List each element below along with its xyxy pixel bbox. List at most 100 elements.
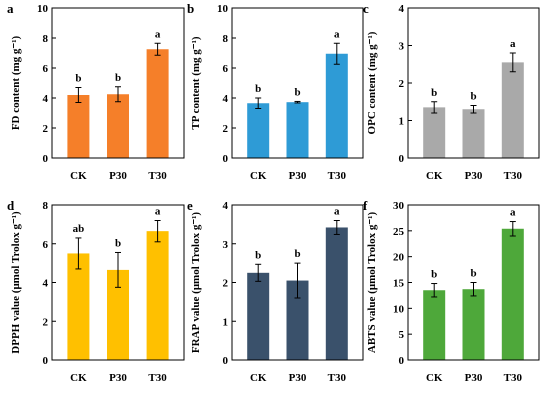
y-tick-label: 0 [223,355,229,367]
y-tick-label: 3 [223,239,229,251]
axis-frame [407,204,540,361]
category-label: P30 [289,170,307,182]
category-label: T30 [148,170,167,182]
y-tick-label: 3 [399,41,405,53]
category-label: CK [70,170,87,182]
significance-label: b [294,248,300,260]
significance-label: a [510,38,516,50]
category-label: P30 [289,372,307,384]
bar-T30 [325,227,348,360]
y-tick-label: 0 [223,153,229,165]
y-tick-label: 20 [393,252,405,264]
y-tick-label: 4 [43,278,49,290]
category-label: P30 [109,372,127,384]
axis-frame [231,204,364,361]
bar-P30 [462,289,485,360]
significance-label: b [115,237,121,249]
y-tick-label: 1 [223,316,229,328]
axis-frame [51,7,185,159]
y-tick-label: 5 [399,329,405,341]
y-tick-label: 0 [43,153,49,165]
y-axis-title: OPC content (mg g⁻¹) [366,31,378,134]
y-tick-label: 6 [223,63,229,75]
category-label: CK [70,372,87,384]
axis-frame [51,204,185,361]
y-tick-label: 0 [43,355,49,367]
significance-label: b [255,83,261,95]
bar-T30 [146,49,169,158]
y-tick-label: 15 [393,278,405,290]
panel-letter: a [7,1,14,16]
y-tick-label: 10 [37,3,49,15]
bar-CK [423,290,446,360]
panel-letter: c [363,1,369,16]
significance-label: ab [73,223,85,235]
bar-P30 [286,280,309,360]
panel-c: c OPC content (mg g⁻¹) 0 1 2 3 4 b CK b P30 a T30 [363,1,540,182]
bar-CK [67,95,90,158]
y-tick-label: 4 [223,200,229,212]
category-label: P30 [465,372,483,384]
category-label: T30 [328,372,347,384]
category-label: CK [426,170,443,182]
axis-frame [231,7,364,159]
panel-b: b TP content (mg g⁻¹) 0 2 4 6 8 10 b CK b P30 a T30 [187,1,364,182]
significance-label: b [115,72,121,84]
panel-letter: f [363,198,368,213]
y-tick-label: 6 [43,63,49,75]
bar-P30 [286,102,309,158]
category-label: T30 [328,170,347,182]
y-tick-label: 25 [393,226,405,238]
bar-P30 [107,94,129,158]
significance-label: b [294,86,300,98]
y-tick-label: 8 [223,33,229,45]
category-label: CK [250,170,267,182]
y-tick-label: 0 [399,153,405,165]
panel-letter: e [187,198,193,213]
y-tick-label: 0 [399,355,405,367]
significance-label: a [155,206,161,218]
y-axis-title: ABTS value (μmol Trolox g⁻¹) [366,212,378,354]
bar-T30 [501,62,524,158]
significance-label: b [431,87,437,99]
category-label: T30 [148,372,167,384]
category-label: T30 [504,372,523,384]
significance-label: a [155,28,161,40]
significance-label: b [431,269,437,281]
category-label: CK [426,372,443,384]
significance-label: b [470,268,476,280]
y-tick-label: 6 [43,239,49,251]
y-tick-label: 2 [43,316,49,328]
panel-letter: b [187,1,194,16]
y-axis-title: DPPH value (μmol Trolox g⁻¹) [10,211,22,354]
panel-letter: d [7,198,15,213]
y-tick-label: 4 [223,93,229,105]
axis-frame [407,7,540,159]
significance-label: b [255,249,261,261]
significance-label: a [334,206,340,218]
y-tick-label: 8 [43,200,49,212]
bar-T30 [146,231,169,360]
bar-CK [423,107,446,158]
significance-label: b [470,91,476,103]
y-tick-label: 2 [43,123,49,135]
y-axis-title: TP content (mg g⁻¹) [190,36,202,129]
y-tick-label: 10 [217,3,229,15]
category-label: CK [250,372,267,384]
y-axis-title: FD content (mg g⁻¹) [10,36,22,131]
significance-label: b [75,73,81,85]
y-tick-label: 2 [223,123,229,135]
bar-CK [67,253,90,360]
category-label: T30 [504,170,523,182]
bar-P30 [107,269,129,360]
y-tick-label: 8 [43,33,49,45]
significance-label: a [334,28,340,40]
y-tick-label: 1 [399,116,405,128]
y-tick-label: 10 [393,303,405,315]
y-axis-title: FRAP value (μmol Trolox g⁻¹) [190,212,202,354]
y-tick-label: 2 [223,278,229,290]
